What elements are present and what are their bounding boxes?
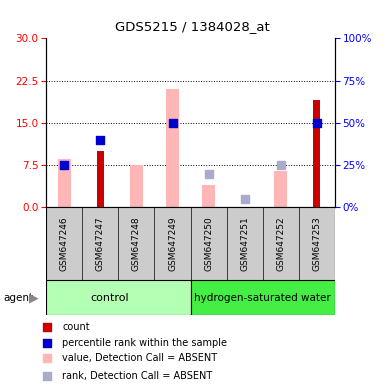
- Bar: [191, 280, 335, 315]
- Bar: [313, 100, 320, 207]
- Point: [242, 196, 248, 202]
- Text: GDS5215 / 1384028_at: GDS5215 / 1384028_at: [115, 20, 270, 33]
- Point: [169, 120, 176, 126]
- Bar: [58, 159, 70, 207]
- Bar: [202, 185, 215, 207]
- Text: agent: agent: [4, 293, 34, 303]
- Text: GSM647246: GSM647246: [60, 217, 69, 271]
- Text: GSM647249: GSM647249: [168, 217, 177, 271]
- Point: [61, 162, 67, 168]
- Bar: [166, 89, 179, 207]
- Text: value, Detection Call = ABSENT: value, Detection Call = ABSENT: [62, 353, 218, 363]
- Text: control: control: [90, 293, 129, 303]
- Point: [97, 137, 104, 143]
- Bar: [46, 280, 191, 315]
- Point: [264, 271, 271, 277]
- Text: count: count: [62, 322, 90, 332]
- Text: hydrogen-saturated water: hydrogen-saturated water: [194, 293, 331, 303]
- Text: GSM647251: GSM647251: [240, 217, 249, 271]
- Text: ▶: ▶: [29, 291, 38, 304]
- Text: GSM647252: GSM647252: [276, 217, 285, 271]
- Text: rank, Detection Call = ABSENT: rank, Detection Call = ABSENT: [62, 371, 213, 381]
- Text: GSM647247: GSM647247: [96, 217, 105, 271]
- Bar: [97, 151, 104, 207]
- Point: [206, 170, 212, 177]
- Text: GSM647250: GSM647250: [204, 217, 213, 271]
- Bar: [130, 165, 143, 207]
- Text: GSM647253: GSM647253: [312, 217, 321, 271]
- Bar: [275, 171, 287, 207]
- Point: [314, 120, 320, 126]
- Point: [264, 114, 271, 120]
- Point: [278, 162, 284, 168]
- Text: percentile rank within the sample: percentile rank within the sample: [62, 338, 227, 348]
- Text: GSM647248: GSM647248: [132, 217, 141, 271]
